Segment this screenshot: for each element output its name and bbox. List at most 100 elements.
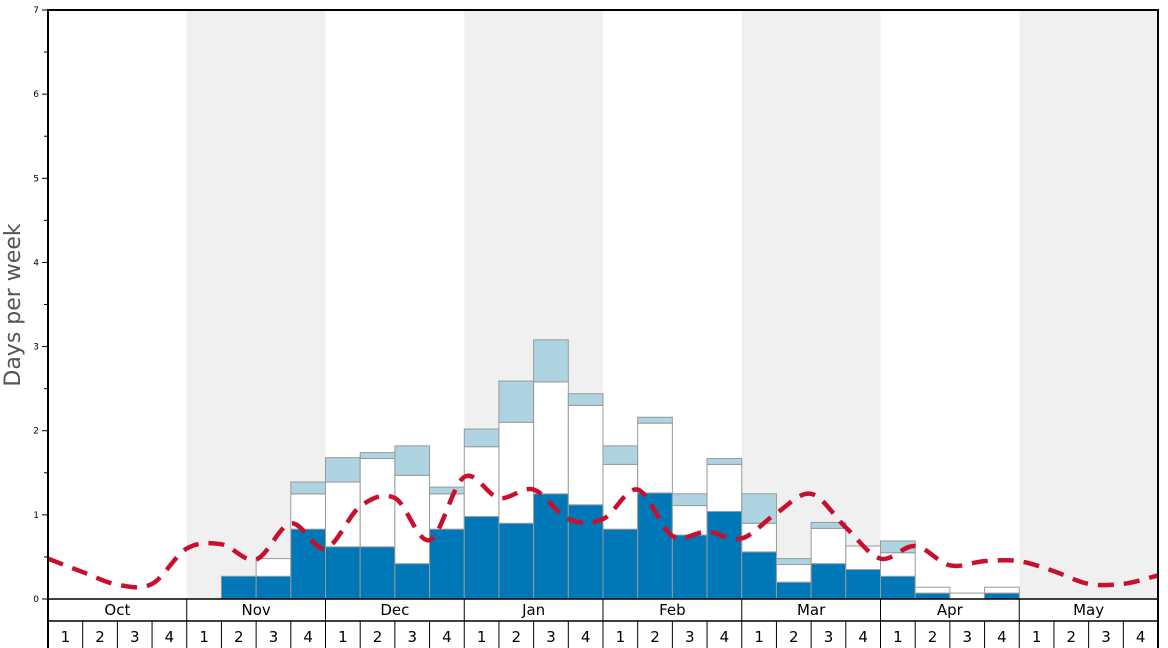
month-bands bbox=[186, 10, 1158, 599]
y-tick-label: 0 bbox=[33, 595, 39, 605]
line-series bbox=[47, 473, 1159, 590]
month-label: Feb bbox=[659, 601, 686, 619]
bar-segment bbox=[463, 516, 500, 600]
month-band bbox=[1019, 10, 1158, 599]
x-axis: Oct Nov Dec Jan Feb Mar Apr May 1 2 3 4 1 2 3 4 1 2 3 4 1 2 3 4… bbox=[48, 598, 1158, 648]
week-label: 1 bbox=[616, 628, 626, 646]
bar-segment bbox=[671, 493, 708, 507]
y-axis-label: Days per week bbox=[1, 223, 26, 386]
bar-segment bbox=[498, 380, 535, 423]
week-label: 4 bbox=[997, 628, 1007, 646]
bar-segment bbox=[880, 552, 916, 577]
week-label: 2 bbox=[234, 628, 244, 646]
bar-segment bbox=[810, 527, 847, 565]
week-label: 1 bbox=[338, 628, 348, 646]
bar-segment bbox=[567, 393, 604, 406]
y-tick-label: 4 bbox=[33, 258, 39, 268]
week-label: 4 bbox=[581, 628, 591, 646]
week-label: 2 bbox=[95, 628, 105, 646]
y-tick-label: 7 bbox=[33, 6, 39, 16]
bar-segment bbox=[949, 592, 986, 600]
bar-segment bbox=[463, 446, 500, 518]
week-label: 1 bbox=[199, 628, 209, 646]
y-tick-label: 6 bbox=[33, 90, 39, 100]
bar-segment bbox=[984, 586, 1020, 594]
month-label: Mar bbox=[797, 601, 826, 619]
bar-segment bbox=[255, 558, 292, 577]
week-label: 4 bbox=[442, 628, 452, 646]
y-tick-label: 5 bbox=[33, 174, 39, 184]
bar-segment bbox=[394, 445, 431, 476]
bar-segment bbox=[845, 545, 881, 571]
bar-segment bbox=[394, 563, 431, 600]
week-label: 2 bbox=[789, 628, 799, 646]
week-label: 3 bbox=[130, 628, 140, 646]
plot-frame bbox=[47, 9, 1159, 648]
bar-segment bbox=[498, 421, 535, 524]
bar-segment bbox=[463, 428, 500, 448]
bar-segment bbox=[706, 510, 743, 600]
week-label: 3 bbox=[824, 628, 834, 646]
week-label: 1 bbox=[754, 628, 764, 646]
y-tick-label: 3 bbox=[33, 343, 39, 353]
y-tick-label: 2 bbox=[33, 427, 39, 437]
bar-segment bbox=[637, 422, 673, 494]
bar-segment bbox=[602, 445, 639, 465]
average-line bbox=[47, 473, 1159, 590]
week-label: 1 bbox=[893, 628, 903, 646]
bar-segment bbox=[671, 534, 708, 600]
bar-segment bbox=[914, 592, 951, 600]
bar-segment bbox=[359, 452, 396, 459]
bar-segment bbox=[498, 522, 535, 600]
bar-segment bbox=[637, 416, 673, 424]
bar-segment bbox=[290, 528, 326, 600]
bar-segment bbox=[325, 457, 361, 483]
bar-segment bbox=[775, 558, 812, 566]
month-label: Nov bbox=[241, 601, 270, 619]
bar-segment bbox=[880, 575, 916, 600]
y-tick-label: 1 bbox=[33, 511, 39, 521]
bar-segment bbox=[533, 339, 569, 383]
bar-segment bbox=[602, 528, 639, 600]
week-label: 1 bbox=[477, 628, 487, 646]
bar-segment bbox=[533, 381, 569, 495]
bar-segment bbox=[810, 563, 847, 600]
bar-segment bbox=[914, 586, 951, 594]
bar-segment bbox=[290, 481, 326, 495]
month-label: Dec bbox=[380, 601, 409, 619]
week-label: 3 bbox=[1101, 628, 1111, 646]
week-label: 4 bbox=[165, 628, 175, 646]
bar-segment bbox=[533, 493, 569, 600]
bar-segment bbox=[845, 569, 881, 600]
week-label: 4 bbox=[1136, 628, 1146, 646]
week-label: 2 bbox=[512, 628, 522, 646]
bar-segment bbox=[706, 457, 743, 465]
bar-segment bbox=[671, 505, 708, 536]
month-label: Jan bbox=[521, 601, 545, 619]
y-axis: 0 1 2 3 4 5 6 7 bbox=[33, 6, 48, 605]
week-label: 1 bbox=[61, 628, 71, 646]
month-label: Oct bbox=[104, 601, 130, 619]
week-label: 3 bbox=[407, 628, 417, 646]
week-label: 2 bbox=[1067, 628, 1077, 646]
week-label: 2 bbox=[928, 628, 938, 646]
week-label: 1 bbox=[1032, 628, 1042, 646]
month-label: May bbox=[1073, 601, 1104, 619]
bar-segment bbox=[602, 463, 639, 530]
bar-segment bbox=[741, 551, 777, 600]
bar-segment bbox=[325, 546, 361, 600]
bar-segment bbox=[706, 463, 743, 512]
bar-segment bbox=[255, 575, 292, 600]
week-label: 2 bbox=[373, 628, 383, 646]
week-label: 3 bbox=[685, 628, 695, 646]
week-label: 4 bbox=[720, 628, 730, 646]
bar-segment bbox=[429, 528, 465, 600]
month-label: Apr bbox=[937, 601, 964, 619]
week-label: 4 bbox=[858, 628, 868, 646]
bar-segment bbox=[567, 404, 604, 506]
bar-segment bbox=[984, 592, 1020, 600]
bar-segment bbox=[359, 546, 396, 600]
week-label: 3 bbox=[546, 628, 556, 646]
bar-segment bbox=[429, 486, 465, 495]
